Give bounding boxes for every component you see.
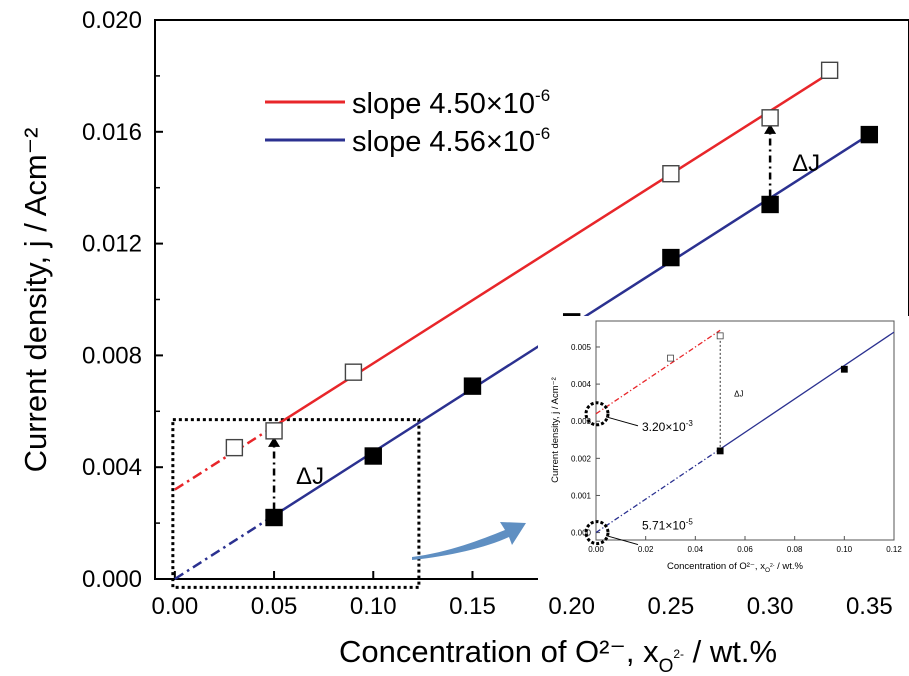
delta-j-label: ΔJ (792, 150, 820, 177)
legend-label-blue: slope 4.56×10-6 (352, 124, 550, 158)
data-point-filled (840, 365, 848, 373)
inset-delta-j-label: ΔJ (734, 389, 743, 398)
data-point-open (716, 332, 724, 340)
data-point-filled (761, 195, 779, 214)
inset-x-tick-label: 0.04 (688, 545, 704, 554)
zoom-box (171, 418, 421, 589)
data-point-filled (716, 447, 724, 455)
y-tick-label: 0.016 (82, 119, 142, 146)
inset-x-tick-label: 0.10 (837, 545, 853, 554)
inset-y-tick-label: 0.003 (571, 417, 592, 426)
data-point-open (662, 165, 680, 183)
x-tick-label: 0.15 (449, 593, 496, 620)
data-point-filled (265, 508, 283, 527)
y-tick-label: 0.004 (82, 454, 142, 481)
inset-x-tick-label: 0.00 (588, 545, 604, 554)
data-point-filled (463, 377, 482, 395)
fit-line-extrapolated (595, 448, 721, 534)
inset-fit-lines (595, 329, 895, 534)
x-tick-label: 0.25 (648, 593, 695, 620)
data-point-open (820, 61, 839, 80)
data-point-open (667, 354, 674, 362)
data-point-open (344, 363, 363, 381)
inset-callout-label: 3.20×10-3 (642, 419, 693, 434)
inset-annotations: ΔJ 3.20×10-3 5.71×10-5 (584, 335, 744, 546)
inset-y-axis-title: Current density, j / Acm⁻² (550, 377, 561, 483)
inset-y-tick-label: 0.004 (571, 380, 592, 389)
data-point-open (265, 422, 283, 440)
inset-y-tick-label: 0.002 (571, 454, 592, 463)
inset-callout-circle (584, 520, 610, 546)
x-tick-label: 0.20 (548, 593, 595, 620)
x-tick-label: 0.35 (846, 593, 893, 620)
inset-y-tick-label: 0.001 (571, 491, 592, 500)
x-tick-label: 0.05 (251, 593, 298, 620)
y-axis-title: Current density, j / Acm⁻² (18, 128, 53, 473)
fit-line-extrapolated (174, 425, 275, 491)
data-point-open (761, 109, 779, 127)
data-point-filled (364, 447, 382, 465)
x-tick-label: 0.30 (747, 593, 794, 620)
y-tick-label: 0.008 (82, 342, 142, 369)
inset-data-points (667, 332, 848, 455)
inset-callout-leader (605, 535, 639, 546)
legend-label-red: slope 4.50×10-6 (352, 86, 550, 120)
x-axis-title: Concentration of O²⁻, xO2- / wt.% (339, 634, 777, 676)
x-tick-label: 0.00 (151, 593, 198, 620)
delta-j-arrowhead (764, 123, 777, 134)
inset-y-tick-label: 0.005 (571, 343, 592, 352)
delta-j-label: ΔJ (296, 463, 324, 490)
y-tick-label: 0.000 (82, 566, 142, 593)
y-tick-label: 0.012 (82, 231, 142, 258)
data-point-filled (662, 248, 680, 267)
inset-x-tick-label: 0.08 (787, 545, 803, 554)
x-tick-label: 0.10 (350, 593, 397, 620)
inset-callout-label: 5.71×10-5 (642, 518, 693, 533)
inset-callout-circle (584, 401, 610, 427)
zoom-pointer-arrow (412, 522, 526, 560)
inset-x-axis-title: Concentration of O²⁻, xO2- / wt.% (667, 561, 804, 574)
main-tick-group: 0.00 0.05 0.10 0.15 0.20 0.25 0.30 0.35 0.000 0.0… (82, 7, 893, 620)
inset-tick-group: 0.00 0.02 0.04 0.06 0.08 0.10 0.12 0.000 0.001 0.… (571, 343, 902, 554)
data-point-open (225, 438, 244, 457)
inset-x-tick-label: 0.02 (638, 545, 654, 554)
fit-line (719, 331, 895, 450)
legend: slope 4.50×10-6 slope 4.56×10-6 (265, 86, 550, 158)
inset-callout-leader (605, 416, 639, 427)
inset-x-tick-label: 0.06 (737, 545, 753, 554)
data-point-filled (860, 125, 879, 144)
inset-y-tick-label: 0.000 (571, 529, 592, 538)
y-tick-label: 0.020 (82, 7, 142, 34)
fit-line-extrapolated (174, 514, 275, 581)
inset-panel: 0.00 0.02 0.04 0.06 0.08 0.10 0.12 0.000 0.001 0.… (538, 316, 909, 587)
fit-line-extrapolated (595, 329, 721, 415)
zoom-box-group (171, 418, 421, 589)
main-annotations: ΔJ ΔJ (268, 123, 820, 510)
inset-x-tick-label: 0.12 (886, 545, 902, 554)
delta-j-arrowhead (268, 436, 281, 447)
fit-line (273, 72, 831, 428)
